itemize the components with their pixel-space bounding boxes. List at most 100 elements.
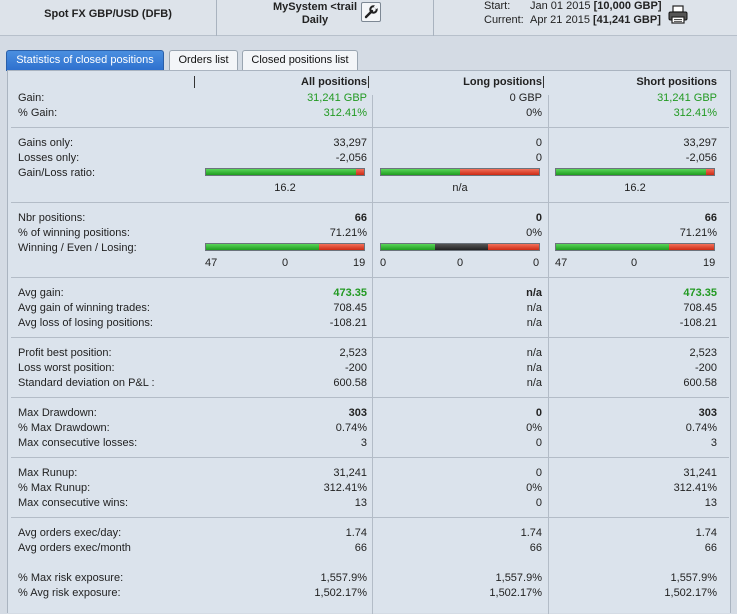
stat-value: 0.74% <box>335 422 367 434</box>
current-capital: [41,241 GBP] <box>593 14 661 26</box>
section-divider <box>11 127 729 128</box>
stat-value: 3 <box>360 437 367 449</box>
stat-row: Avg gain: 473.35 n/a 473.35 <box>8 287 732 302</box>
stat-value: 0 <box>535 437 542 449</box>
section-divider <box>11 337 729 338</box>
even-count: 0 <box>282 257 289 269</box>
stat-label: Nbr positions: <box>18 212 86 224</box>
stat-value: 0 <box>535 137 542 149</box>
winning-count: 47 <box>205 257 218 269</box>
stat-row: Winning / Even / Losing: <box>8 242 732 257</box>
losing-count: 19 <box>703 257 716 269</box>
losing-count: 19 <box>353 257 366 269</box>
stat-value: 31,241 GBP <box>657 92 717 104</box>
stat-value: 0 <box>535 497 542 509</box>
gain-segment <box>206 169 357 175</box>
statistics-panel: All positions Long positions Short posit… <box>7 70 732 614</box>
win-even-lose-bar <box>555 243 715 251</box>
stat-label: % Gain: <box>18 107 58 119</box>
winning-count: 47 <box>555 257 568 269</box>
stat-value: 312.41% <box>673 107 717 119</box>
stat-label: % Avg risk exposure: <box>18 587 121 599</box>
stat-row: Avg gain of winning trades: 708.45 n/a 7… <box>8 302 732 317</box>
stat-row: Gain: 31,241 GBP 0 GBP 31,241 GBP <box>8 92 732 107</box>
stat-value: -108.21 <box>329 317 367 329</box>
stat-value: 3 <box>710 437 717 449</box>
symbol-title: Spot FX GBP/USD (DFB) <box>44 8 172 20</box>
stat-label: Avg loss of losing positions: <box>18 317 153 329</box>
stat-value: 303 <box>698 407 717 419</box>
stat-row: Avg orders exec/day: 1.74 1.74 1.74 <box>8 527 732 542</box>
wrench-icon[interactable] <box>361 2 381 22</box>
stat-row: % Gain: 312.41% 0% 312.41% <box>8 107 732 122</box>
stat-row: Losses only: -2,056 0 -2,056 <box>8 152 732 167</box>
stat-label: Standard deviation on P&L : <box>18 377 155 389</box>
stat-value: 0 <box>535 467 542 479</box>
stat-value: 31,241 GBP <box>307 92 367 104</box>
stat-value: 66 <box>704 212 717 224</box>
dates-info: Start: Jan 01 2015 [10,000 GBP] Current:… <box>434 0 737 36</box>
column-marker <box>543 76 544 88</box>
stat-label: Max Drawdown: <box>18 407 97 419</box>
stat-value: 0 GBP <box>509 92 542 104</box>
stat-value: 66 <box>529 542 542 554</box>
stat-value: 303 <box>348 407 367 419</box>
tab-orders-list[interactable]: Orders list <box>169 50 238 70</box>
stat-label: Gain/Loss ratio: <box>18 167 96 179</box>
winning-count: 0 <box>380 257 387 269</box>
stat-label: Profit best position: <box>18 347 112 359</box>
stat-value: 33,297 <box>333 137 367 149</box>
column-divider <box>548 95 549 614</box>
stat-row: % Max Drawdown: 0.74% 0% 0.74% <box>8 422 732 437</box>
start-date: Jan 01 2015 <box>530 0 591 12</box>
stat-value: 0 <box>535 152 542 164</box>
stat-value: n/a <box>526 317 542 329</box>
stat-row: Nbr positions: 66 0 66 <box>8 212 732 227</box>
current-label: Current: <box>484 14 524 26</box>
stat-row: Max Drawdown: 303 0 303 <box>8 407 732 422</box>
column-divider <box>372 95 373 614</box>
column-header-all: All positions <box>301 76 367 88</box>
stat-row: Loss worst position: -200 n/a -200 <box>8 362 732 377</box>
stat-label: % Max Drawdown: <box>18 422 110 434</box>
losing-segment <box>668 244 714 250</box>
stat-value: 1,502.17% <box>489 587 542 599</box>
column-header-long: Long positions <box>463 76 542 88</box>
stat-value: n/a <box>526 287 542 299</box>
winning-segment <box>556 244 669 250</box>
even-segment <box>434 244 489 250</box>
section-divider <box>11 277 729 278</box>
stat-label: Max Runup: <box>18 467 78 479</box>
column-marker <box>368 76 369 88</box>
gain-loss-ratio-bar <box>555 168 715 176</box>
stat-value: 1.74 <box>695 527 717 539</box>
stat-value: n/a <box>526 362 542 374</box>
stat-label: Max consecutive wins: <box>18 497 129 509</box>
stat-value: -200 <box>344 362 367 374</box>
stat-value: 600.58 <box>333 377 367 389</box>
header-divider <box>216 0 217 36</box>
tab-closed-positions-list[interactable]: Closed positions list <box>242 50 358 70</box>
stat-row: % Max Runup: 312.41% 0% 312.41% <box>8 482 732 497</box>
column-marker <box>194 76 195 88</box>
section-divider <box>11 517 729 518</box>
stat-value: -2,056 <box>335 152 367 164</box>
tab-statistics[interactable]: Statistics of closed positions <box>6 50 164 71</box>
stat-value: 66 <box>354 542 367 554</box>
stat-row: % Max risk exposure: 1,557.9% 1,557.9% 1… <box>8 572 732 587</box>
loss-segment <box>460 169 539 175</box>
stat-value: 708.45 <box>683 302 717 314</box>
stat-label: Gain: <box>18 92 45 104</box>
stat-row: Gain/Loss ratio: <box>8 167 732 182</box>
stat-value: 1.74 <box>345 527 367 539</box>
stat-row: Max consecutive losses: 3 0 3 <box>8 437 732 452</box>
stat-row: Max consecutive wins: 13 0 13 <box>8 497 732 512</box>
stat-label: Losses only: <box>18 152 80 164</box>
stat-value: 31,241 <box>333 467 367 479</box>
printer-icon[interactable] <box>667 5 689 25</box>
start-capital: [10,000 GBP] <box>593 0 662 12</box>
win-even-lose-bar <box>205 243 365 251</box>
stat-value: 33,297 <box>683 137 717 149</box>
even-count: 0 <box>457 257 464 269</box>
stat-value: 66 <box>354 212 367 224</box>
